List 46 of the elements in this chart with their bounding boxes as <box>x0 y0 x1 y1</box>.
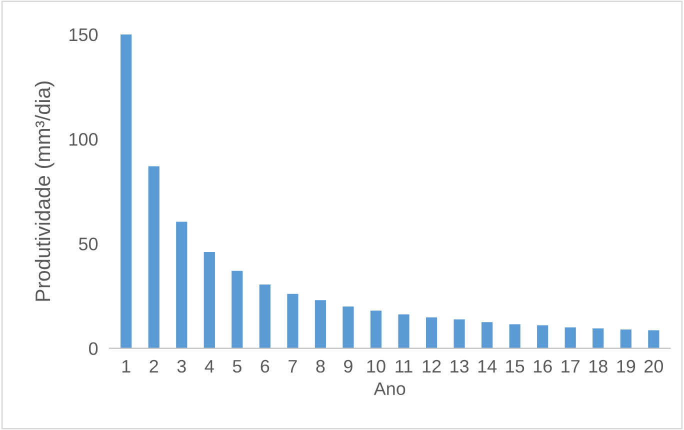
bar <box>370 310 382 348</box>
x-tick-label: 2 <box>150 360 158 372</box>
bar <box>620 329 632 348</box>
bar <box>537 325 548 348</box>
bar <box>176 222 188 348</box>
x-tick-label: 5 <box>232 360 242 373</box>
bar <box>342 306 354 348</box>
x-tick-label: 4 <box>204 360 214 372</box>
x-tick-label: 13 <box>450 360 469 373</box>
bar <box>648 330 660 348</box>
x-tick-label: 7 <box>288 360 297 372</box>
x-tick-label: 19 <box>617 360 636 373</box>
x-tick-label: 11 <box>396 360 412 372</box>
x-tick-label: 20 <box>644 360 663 373</box>
bar <box>564 327 576 348</box>
bar <box>148 166 160 348</box>
bar <box>592 328 604 348</box>
y-axis-title: Produtividade (mm³/dia) <box>34 81 54 301</box>
bar <box>232 270 243 348</box>
x-tick-label: 6 <box>260 360 270 373</box>
x-tick-label: 15 <box>506 360 524 373</box>
bar <box>204 252 215 348</box>
bar <box>509 324 520 348</box>
bar <box>426 317 438 348</box>
x-tick-label: 16 <box>534 360 552 373</box>
x-tick-label: 3 <box>177 360 186 373</box>
bar <box>120 34 132 348</box>
x-axis-title: Ano <box>374 382 406 396</box>
x-tick-label: 17 <box>562 360 580 372</box>
x-tick-label: 8 <box>316 360 325 373</box>
x-tick-label: 9 <box>344 360 352 373</box>
bar <box>287 294 298 348</box>
x-tick-label: 10 <box>367 360 386 373</box>
bar <box>259 284 270 348</box>
bar <box>398 314 410 348</box>
y-tick-label: 150 <box>70 28 98 42</box>
x-tick-label: 14 <box>478 360 497 372</box>
bar <box>314 300 326 348</box>
x-tick-label: 1 <box>122 360 130 372</box>
x-tick-label: 12 <box>422 360 441 372</box>
y-tick-label: 0 <box>88 342 98 356</box>
x-tick-label: 18 <box>589 360 608 373</box>
y-tick-label: 50 <box>78 238 98 250</box>
bar <box>482 322 493 348</box>
y-tick-label: 100 <box>70 132 98 146</box>
bar <box>454 319 465 348</box>
